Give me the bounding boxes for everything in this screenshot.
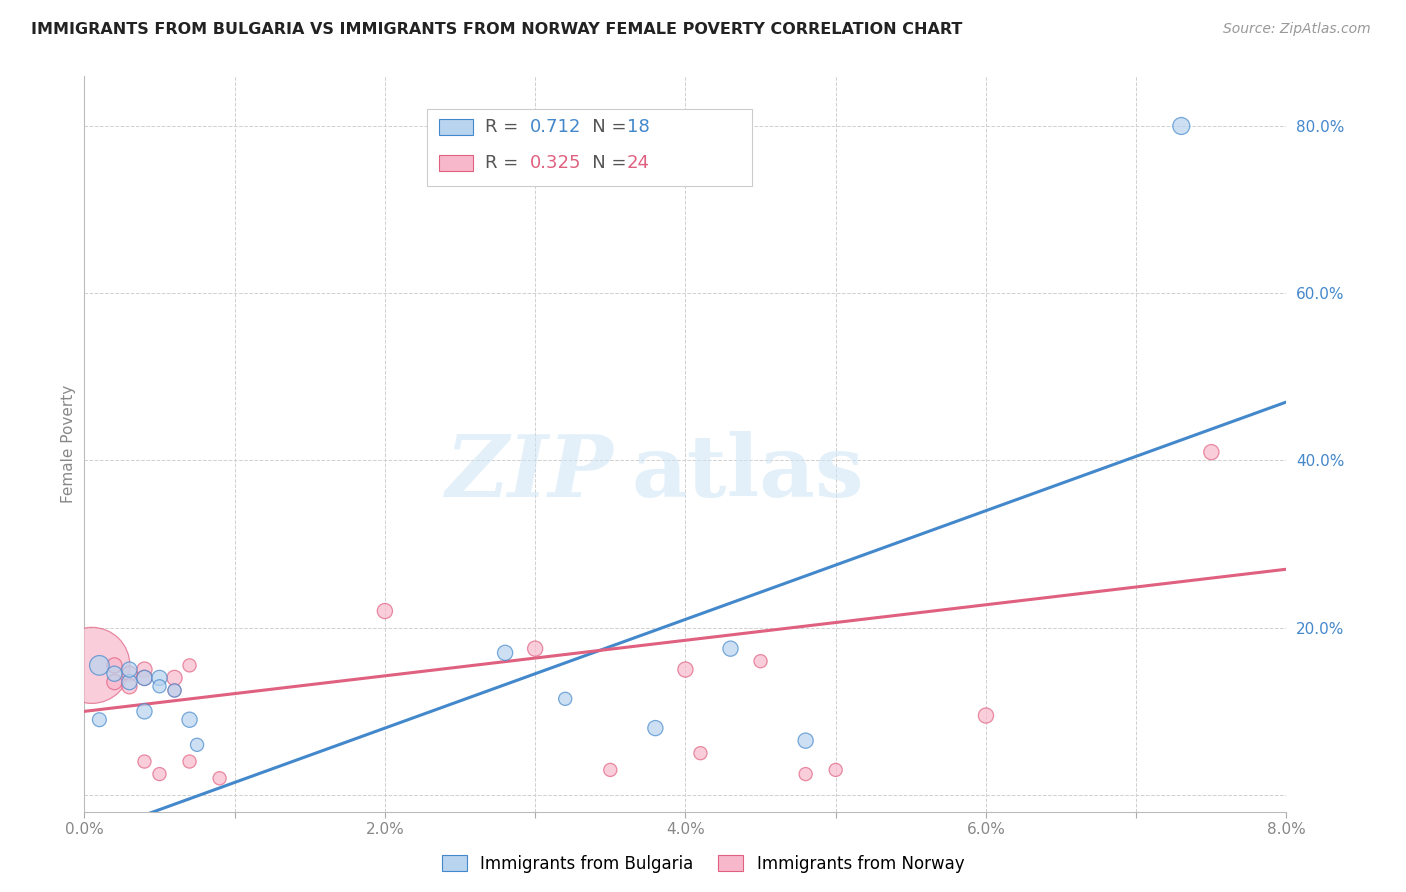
Text: R =: R = xyxy=(485,154,523,172)
Point xyxy=(134,671,156,685)
Point xyxy=(163,683,186,698)
Point xyxy=(554,691,576,706)
Text: 0.712: 0.712 xyxy=(530,118,582,136)
Point xyxy=(179,755,201,769)
Point xyxy=(644,721,666,735)
Y-axis label: Female Poverty: Female Poverty xyxy=(60,384,76,503)
Point xyxy=(720,641,742,656)
Text: IMMIGRANTS FROM BULGARIA VS IMMIGRANTS FROM NORWAY FEMALE POVERTY CORRELATION CH: IMMIGRANTS FROM BULGARIA VS IMMIGRANTS F… xyxy=(31,22,962,37)
Point xyxy=(794,733,817,747)
Point xyxy=(148,679,170,693)
Point xyxy=(1170,119,1192,133)
Point xyxy=(103,658,125,673)
Point xyxy=(179,713,201,727)
Point xyxy=(89,713,111,727)
Text: ZIP: ZIP xyxy=(446,432,613,515)
Text: N =: N = xyxy=(575,118,633,136)
Point xyxy=(103,666,125,681)
Point xyxy=(118,679,141,693)
Point xyxy=(163,671,186,685)
Point xyxy=(80,658,103,673)
Point xyxy=(374,604,396,618)
Point xyxy=(794,767,817,781)
Point xyxy=(179,658,201,673)
Point xyxy=(494,646,516,660)
Point xyxy=(118,675,141,690)
Point xyxy=(1201,445,1223,459)
Point xyxy=(524,641,547,656)
Point xyxy=(103,675,125,690)
Text: atlas: atlas xyxy=(631,431,863,516)
Point xyxy=(148,767,170,781)
Point xyxy=(599,763,621,777)
Point xyxy=(89,658,111,673)
Text: Source: ZipAtlas.com: Source: ZipAtlas.com xyxy=(1223,22,1371,37)
Point xyxy=(675,663,697,677)
Text: 0.325: 0.325 xyxy=(530,154,582,172)
Legend: Immigrants from Bulgaria, Immigrants from Norway: Immigrants from Bulgaria, Immigrants fro… xyxy=(434,848,972,880)
Point xyxy=(118,663,141,677)
Point xyxy=(134,755,156,769)
Point xyxy=(148,671,170,685)
FancyBboxPatch shape xyxy=(427,109,752,186)
Text: 18: 18 xyxy=(627,118,650,136)
Point xyxy=(134,705,156,719)
FancyBboxPatch shape xyxy=(439,119,472,135)
Text: N =: N = xyxy=(575,154,633,172)
Point xyxy=(134,671,156,685)
Point xyxy=(689,746,711,760)
FancyBboxPatch shape xyxy=(439,155,472,171)
Point xyxy=(134,663,156,677)
Point xyxy=(118,666,141,681)
Text: 24: 24 xyxy=(627,154,650,172)
Text: R =: R = xyxy=(485,118,523,136)
Point xyxy=(749,654,772,668)
Point xyxy=(186,738,208,752)
Point xyxy=(974,708,997,723)
Point xyxy=(163,683,186,698)
Point xyxy=(824,763,846,777)
Point xyxy=(208,771,231,786)
